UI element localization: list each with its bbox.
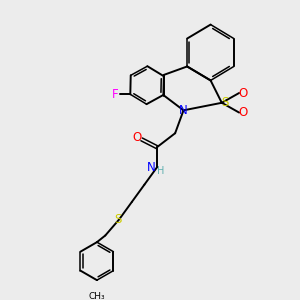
Text: S: S [221, 96, 229, 109]
Text: N: N [179, 104, 188, 117]
Text: O: O [239, 106, 248, 119]
Text: CH₃: CH₃ [88, 292, 105, 300]
Text: N: N [146, 161, 155, 174]
Text: O: O [239, 86, 248, 100]
Text: S: S [114, 213, 122, 226]
Text: F: F [112, 88, 118, 101]
Text: H: H [157, 166, 164, 176]
Text: O: O [132, 131, 142, 145]
